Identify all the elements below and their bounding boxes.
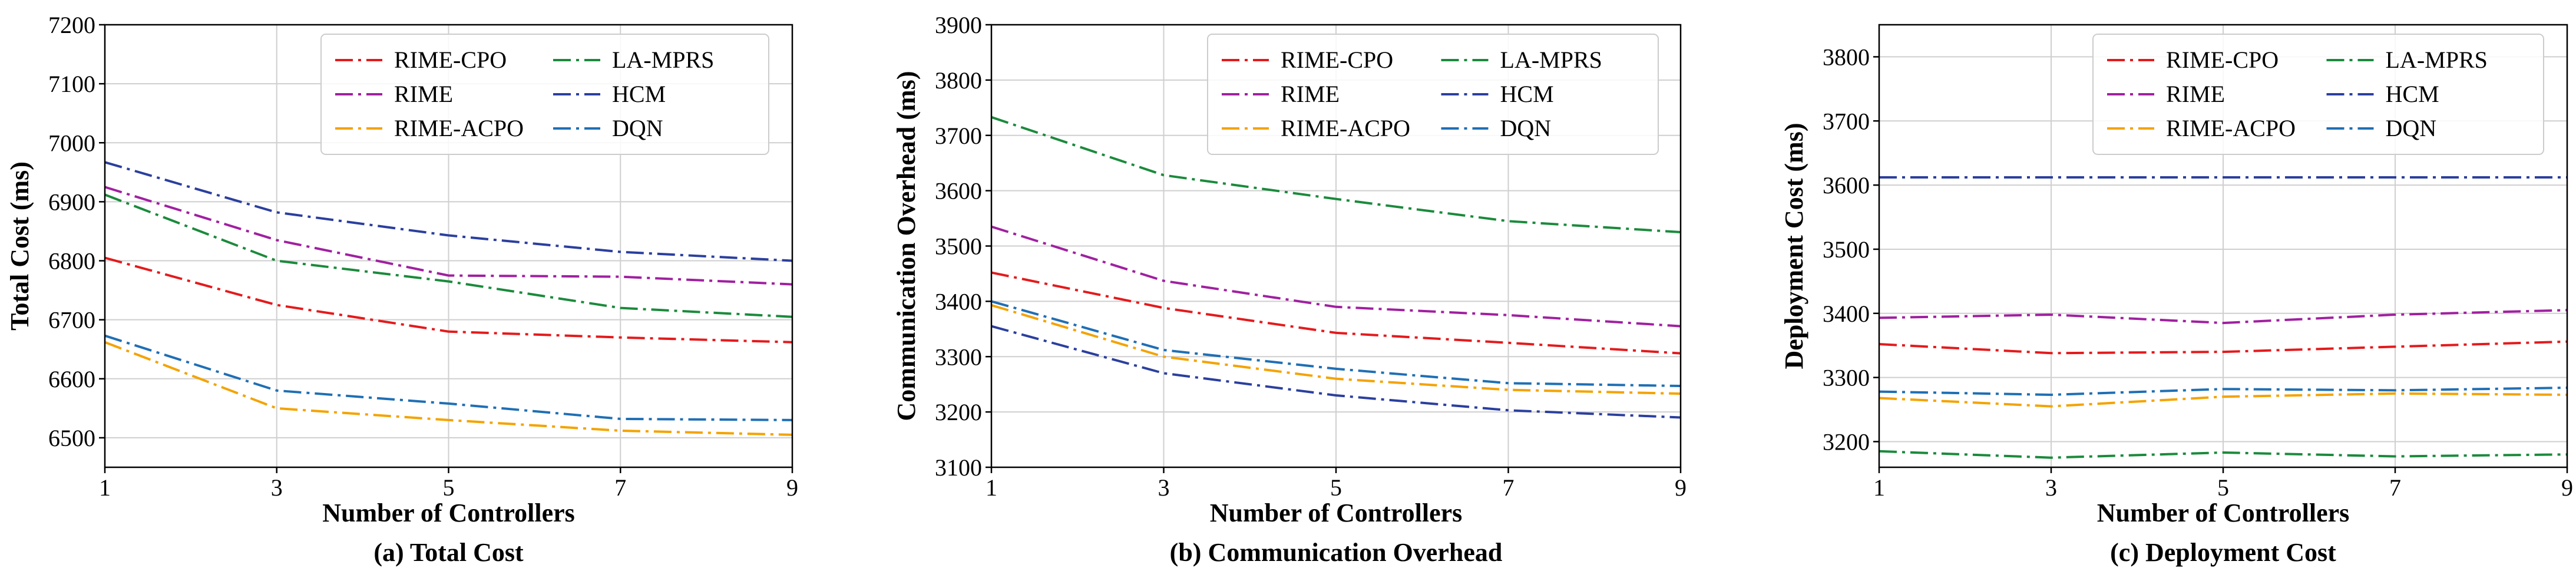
y-axis-label: Total Cost (ms) [5,161,34,331]
panel-communication-overhead: 1 3 5 7 9 3100 3200 3300 3400 3500 3600 3700 3800 390… [892,12,1687,567]
x-tick-label: 7 [2389,474,2401,501]
x-axis-label: Number of Controllers [1210,499,1463,527]
x-tick-label: 5 [1330,474,1342,501]
y-tick-label: 3800 [935,67,982,94]
panel-deployment-cost: 1 3 5 7 9 3200 3300 3400 3500 3600 3700 3800 Number … [1780,24,2573,567]
series-line-hcm [991,325,1681,419]
series-line-la-mprs [991,115,1681,233]
legend-entry-dqn: DQN [612,115,663,141]
y-tick-label: 7000 [48,130,95,156]
panel-total-cost: 1 3 5 7 9 6500 6600 6700 6800 6900 7000 7100 7200 Num… [5,12,798,567]
y-tick-label: 3100 [935,454,982,481]
series-line-rime-cpo [1879,340,2568,355]
y-axis-label: Communication Overhead (ms) [892,71,921,421]
y-tick-label: 3400 [935,288,982,315]
series-line-dqn [991,300,1681,387]
x-tick-label: 1 [986,474,997,501]
y-tick-label: 3800 [1823,44,1870,70]
legend-entry-la-mprs: LA-MPRS [2386,47,2488,73]
x-tick-label: 7 [1503,474,1514,501]
y-axis-label: Deployment Cost (ms) [1780,123,1808,369]
series-line-rime-cpo [104,256,793,344]
legend-box [1207,34,1659,155]
series-line-dqn [1879,387,2568,397]
legend-entry-hcm: HCM [612,81,666,107]
legend-box [320,34,769,155]
y-tick-label: 3600 [935,178,982,204]
y-tick-label: 3900 [935,12,982,38]
legend-entry-hcm: HCM [2386,81,2439,107]
legend: RIME-CPO LA-MPRS RIME HCM RIME-ACPO DQN [320,34,769,155]
series-line-rime-cpo [991,271,1681,355]
legend-box [2092,34,2544,155]
y-tick-label: 3300 [1823,365,1870,391]
y-tick-label: 6800 [48,248,95,275]
y-tick-label: 3200 [935,399,982,425]
x-tick-label: 3 [1158,474,1170,501]
y-tick-label: 6700 [48,307,95,334]
y-tick-label: 6500 [48,425,95,451]
y-tick-label: 3400 [1823,301,1870,327]
y-tick-label: 3200 [1823,428,1870,455]
legend: RIME-CPO LA-MPRS RIME HCM RIME-ACPO DQN [2092,34,2544,155]
y-tick-label: 3700 [935,123,982,149]
y-tick-label: 3600 [1823,172,1870,199]
legend-entry-rime-acpo: RIME-ACPO [1281,115,1410,141]
legend-entry-rime-cpo: RIME-CPO [2166,47,2279,73]
legend-entry-rime: RIME [394,81,453,107]
x-tick-label: 1 [99,474,111,501]
series-line-rime [104,186,793,286]
legend-entry-rime-acpo: RIME-ACPO [2166,115,2296,141]
y-tick-label: 3500 [1823,236,1870,263]
legend-entry-la-mprs: LA-MPRS [1500,47,1602,73]
x-tick-label: 3 [2045,474,2057,501]
y-tick-label: 3500 [935,233,982,260]
legend-entry-hcm: HCM [1500,81,1554,107]
panel-caption: (a) Total Cost [373,538,524,567]
x-tick-label: 9 [2561,474,2573,501]
legend-entry-rime: RIME [1281,81,1340,107]
panel-caption: (b) Communication Overhead [1170,538,1503,567]
legend-entry-la-mprs: LA-MPRS [612,47,714,73]
legend-entry-rime-cpo: RIME-CPO [1281,47,1393,73]
series-line-hcm [104,161,793,262]
y-tick-label: 3300 [935,344,982,370]
y-tick-label: 6900 [48,189,95,215]
series-line-rime [991,225,1681,328]
panel-caption: (c) Deployment Cost [2110,538,2336,567]
x-axis-label: Number of Controllers [322,499,575,527]
legend-entry-dqn: DQN [2386,115,2437,141]
series-line-rime-acpo [104,341,793,436]
series-line-rime-acpo [991,303,1681,395]
x-axis-label: Number of Controllers [2097,499,2350,527]
x-tick-label: 5 [443,474,455,501]
series-line-dqn [104,334,793,421]
y-tick-label: 3700 [1823,108,1870,134]
legend: RIME-CPO LA-MPRS RIME HCM RIME-ACPO DQN [1207,34,1659,155]
series-line-rime [1879,309,2568,325]
x-tick-label: 3 [271,474,283,501]
x-tick-label: 9 [786,474,798,501]
legend-entry-dqn: DQN [1500,115,1552,141]
legend-entry-rime-acpo: RIME-ACPO [394,115,524,141]
x-tick-label: 7 [614,474,626,501]
y-tick-label: 7100 [48,71,95,97]
series-line-la-mprs [104,193,793,318]
x-tick-label: 1 [1873,474,1885,501]
x-tick-label: 9 [1675,474,1687,501]
y-tick-label: 7200 [48,12,95,38]
legend-entry-rime-cpo: RIME-CPO [394,47,507,73]
y-tick-label: 6600 [48,366,95,392]
series-line-rime-acpo [1879,392,2568,408]
x-tick-label: 5 [2217,474,2229,501]
series-line-la-mprs [1879,450,2568,459]
legend-entry-rime: RIME [2166,81,2225,107]
